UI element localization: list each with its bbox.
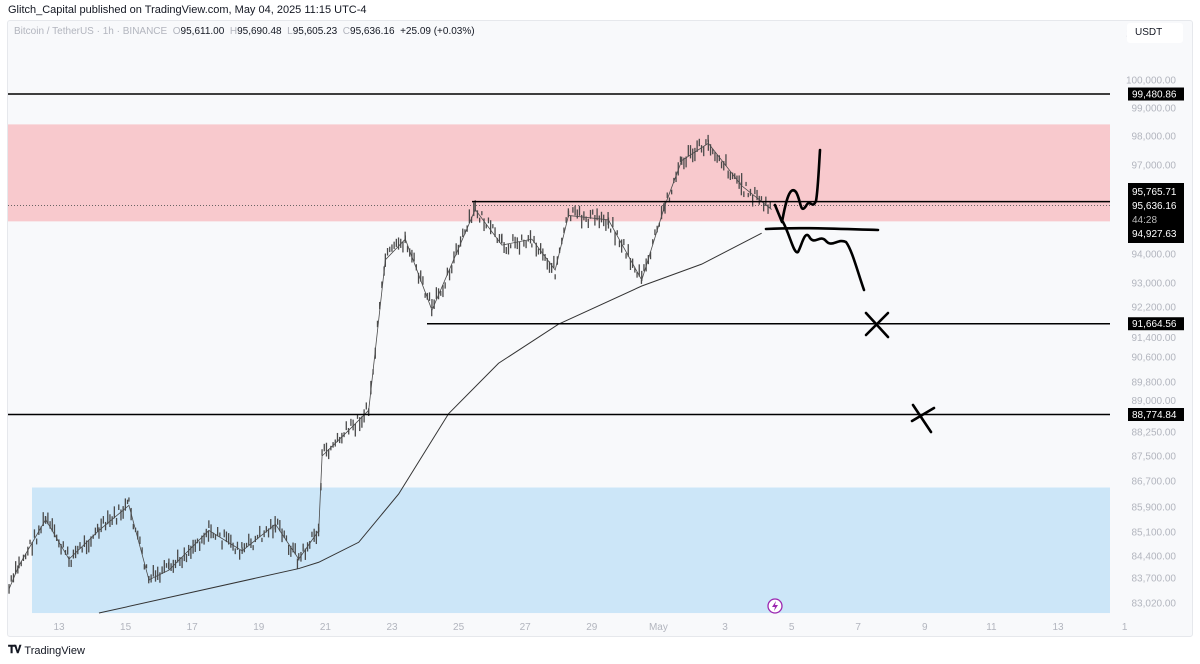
change-value: +25.09 (+0.03%) <box>400 26 475 37</box>
moving-average-line <box>98 232 762 614</box>
x-tick-label: 9 <box>922 622 928 633</box>
price-line <box>8 142 772 590</box>
price-tag-91664: 91,664.56 <box>1128 317 1184 331</box>
x-tick-label: 11 <box>986 622 997 633</box>
x-tick-label: 19 <box>253 622 265 633</box>
open-key: O <box>172 26 181 37</box>
x-tick-label: May <box>649 622 668 633</box>
y-tick-label: 90,600.00 <box>1132 353 1177 364</box>
y-tick-label: 91,400.00 <box>1132 333 1177 344</box>
drawn-x-mark[interactable] <box>864 311 890 339</box>
price-tag-99480: 99,480.86 <box>1128 87 1184 101</box>
price-tag-88774-bg <box>1128 408 1184 422</box>
tradingview-logo-icon: 𝐓𝐕 <box>8 644 21 656</box>
footer: 𝐓𝐕 TradingView <box>8 644 85 657</box>
x-tick-label: 15 <box>120 622 132 633</box>
currency-button[interactable]: USDT <box>1127 23 1183 43</box>
high-value: 95,690.48 <box>237 26 282 37</box>
x-tick-label: 13 <box>53 622 65 633</box>
alert-bolt-icon[interactable] <box>767 598 783 614</box>
y-tick-label: 94,000.00 <box>1132 250 1177 261</box>
x-tick-label: 29 <box>586 622 598 633</box>
y-tick-label: 100,000.00 <box>1126 76 1176 87</box>
x-tick-label: 1 <box>1122 622 1128 633</box>
ohlc-legend: Bitcoin / TetherUS · 1h · BINANCE O95,61… <box>14 26 475 37</box>
y-tick-label: 89,800.00 <box>1132 378 1177 389</box>
y-tick-label: 88,250.00 <box>1132 428 1177 439</box>
y-tick-label: 93,000.00 <box>1132 279 1177 290</box>
price-tag-95765: 95,765.71 <box>1132 187 1177 198</box>
y-tick-label: 83,700.00 <box>1132 574 1177 585</box>
price-tag-stack-bg <box>1128 183 1184 243</box>
price-tag-99480-bg <box>1128 87 1184 101</box>
drawn-scenario-path[interactable] <box>764 226 880 232</box>
open-value: 95,611.00 <box>180 26 225 37</box>
price-tag-91664-text: 91,664.56 <box>1132 319 1177 330</box>
resistance-zone <box>8 124 1110 222</box>
y-tick-label: 84,400.00 <box>1132 552 1177 563</box>
low-key: L <box>287 26 293 37</box>
x-tick-label: 7 <box>855 622 861 633</box>
x-tick-label: 13 <box>1052 622 1064 633</box>
y-tick-label: 85,900.00 <box>1132 503 1177 514</box>
x-tick-label: 17 <box>187 622 199 633</box>
high-key: H <box>229 26 238 37</box>
x-tick-label: 23 <box>386 622 398 633</box>
price-tag-88774-text: 88,774.84 <box>1132 410 1177 421</box>
y-tick-label: 92,200.00 <box>1132 303 1177 314</box>
symbol-info: Bitcoin / TetherUS · 1h · BINANCE <box>14 26 168 37</box>
close-value: 95,636.16 <box>350 26 395 37</box>
bar-countdown: 44:28 <box>1132 215 1157 226</box>
x-tick-label: 5 <box>789 622 795 633</box>
publisher-line: Glitch_Capital published on TradingView.… <box>8 4 367 16</box>
support-zone <box>32 487 1110 614</box>
y-tick-label: 86,700.00 <box>1132 477 1177 488</box>
drawn-scenario-path[interactable] <box>781 220 866 292</box>
x-tick-label: 27 <box>520 622 532 633</box>
price-tag-91664-bg <box>1128 317 1184 331</box>
x-tick-label: 25 <box>453 622 465 633</box>
price-tag-88774: 88,774.84 <box>1128 408 1184 422</box>
drawn-scenario-path[interactable] <box>773 148 822 224</box>
price-tag-99480-text: 99,480.86 <box>1132 90 1177 101</box>
current-price-tag: 95,636.16 <box>1132 201 1177 212</box>
y-tick-label: 85,100.00 <box>1132 528 1177 539</box>
footer-brand: TradingView <box>24 644 85 657</box>
drawn-x-mark[interactable] <box>910 403 936 434</box>
close-key: C <box>342 26 351 37</box>
price-tag-94927: 94,927.63 <box>1132 229 1177 240</box>
y-tick-label: 83,020.00 <box>1132 599 1177 610</box>
x-tick-label: 21 <box>320 622 332 633</box>
y-tick-label: 89,000.00 <box>1132 396 1177 407</box>
y-tick-label: 98,000.00 <box>1132 132 1177 143</box>
x-tick-label: 3 <box>722 622 728 633</box>
y-tick-label: 99,000.00 <box>1132 104 1177 115</box>
y-tick-label: 97,000.00 <box>1132 161 1177 172</box>
y-tick-label: 87,500.00 <box>1132 452 1177 463</box>
low-value: 95,605.23 <box>292 26 338 37</box>
